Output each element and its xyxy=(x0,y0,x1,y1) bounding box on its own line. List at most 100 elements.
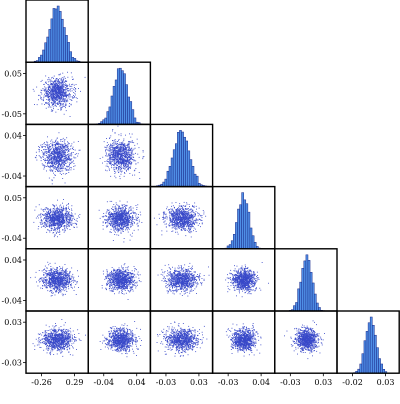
scatter-point xyxy=(59,211,60,212)
scatter-point xyxy=(121,155,122,156)
scatter-point xyxy=(36,87,37,88)
scatter-point xyxy=(49,226,50,227)
scatter-point xyxy=(107,226,108,227)
scatter-point xyxy=(62,141,63,142)
scatter-point xyxy=(105,150,106,151)
scatter-point xyxy=(117,224,118,225)
scatter-point xyxy=(70,215,71,216)
scatter-point xyxy=(126,170,127,171)
scatter-point xyxy=(202,217,203,218)
scatter-point xyxy=(55,86,56,87)
scatter-point xyxy=(121,227,122,228)
scatter-point xyxy=(71,210,72,211)
scatter-point xyxy=(71,162,72,163)
scatter-point xyxy=(111,208,112,209)
scatter-point xyxy=(67,85,68,86)
scatter-point xyxy=(48,166,49,167)
scatter-point xyxy=(49,162,50,163)
scatter-point xyxy=(113,209,114,210)
scatter-point xyxy=(44,165,45,166)
scatter-point xyxy=(123,242,124,243)
scatter-point xyxy=(60,86,61,87)
scatter-point xyxy=(85,77,86,78)
scatter-point xyxy=(58,154,59,155)
scatter-point xyxy=(43,226,44,227)
scatter-point xyxy=(99,210,100,211)
scatter-point xyxy=(119,223,120,224)
scatter-point xyxy=(115,152,116,153)
scatter-point xyxy=(51,92,52,93)
scatter-point xyxy=(54,80,55,81)
scatter-point xyxy=(57,224,58,225)
scatter-point xyxy=(130,150,131,151)
scatter-point xyxy=(65,84,66,85)
scatter-point xyxy=(53,82,54,83)
scatter-point xyxy=(132,220,133,221)
scatter-point xyxy=(60,83,61,84)
scatter-point xyxy=(48,97,49,98)
scatter-point xyxy=(123,151,124,152)
scatter-point xyxy=(117,170,118,171)
scatter-point xyxy=(67,221,68,222)
scatter-point xyxy=(67,214,68,215)
scatter-point xyxy=(52,165,53,166)
scatter-point xyxy=(107,221,108,222)
scatter-point xyxy=(57,98,58,99)
scatter-point xyxy=(66,104,67,105)
scatter-point xyxy=(109,138,110,139)
scatter-point xyxy=(38,146,39,147)
scatter-point xyxy=(130,224,131,225)
scatter-point xyxy=(59,221,60,222)
scatter-point xyxy=(119,222,120,223)
scatter-point xyxy=(125,209,126,210)
scatter-point xyxy=(50,155,51,156)
scatter-point xyxy=(71,145,72,146)
scatter-point xyxy=(110,176,111,177)
scatter-point xyxy=(121,224,122,225)
scatter-point xyxy=(121,225,122,226)
scatter-point xyxy=(69,209,70,210)
scatter-point xyxy=(120,151,121,152)
scatter-point xyxy=(58,220,59,221)
scatter-point xyxy=(52,218,53,219)
scatter-point xyxy=(111,145,112,146)
scatter-point xyxy=(111,201,112,202)
scatter-point xyxy=(58,228,59,229)
hist-bar-1-10 xyxy=(113,86,115,124)
scatter-point xyxy=(56,152,57,153)
scatter-point xyxy=(75,91,76,92)
scatter-point xyxy=(123,142,124,143)
scatter-point xyxy=(169,217,170,218)
scatter-point xyxy=(128,141,129,142)
scatter-point xyxy=(54,142,55,143)
scatter-point xyxy=(69,149,70,150)
scatter-point xyxy=(63,89,64,90)
scatter-point xyxy=(62,94,63,95)
scatter-point xyxy=(123,221,124,222)
scatter-point xyxy=(142,158,143,159)
scatter-point xyxy=(59,78,60,79)
scatter-point xyxy=(48,94,49,95)
scatter-point xyxy=(60,144,61,145)
scatter-point xyxy=(73,97,74,98)
scatter-point xyxy=(135,148,136,149)
scatter-point xyxy=(54,151,55,152)
scatter-point xyxy=(59,206,60,207)
scatter-point xyxy=(53,205,54,206)
scatter-point xyxy=(54,168,55,169)
scatter-point xyxy=(115,210,116,211)
scatter-point xyxy=(66,158,67,159)
scatter-point xyxy=(63,214,64,215)
scatter-point xyxy=(61,157,62,158)
scatter-point xyxy=(67,158,68,159)
scatter-point xyxy=(56,91,57,92)
scatter-point xyxy=(113,226,114,227)
scatter-point xyxy=(164,212,165,213)
scatter-point xyxy=(114,224,115,225)
scatter-point xyxy=(51,156,52,157)
scatter-point xyxy=(61,174,62,175)
scatter-point xyxy=(71,212,72,213)
scatter-point xyxy=(183,205,184,206)
scatter-point xyxy=(53,165,54,166)
scatter-point xyxy=(199,214,200,215)
